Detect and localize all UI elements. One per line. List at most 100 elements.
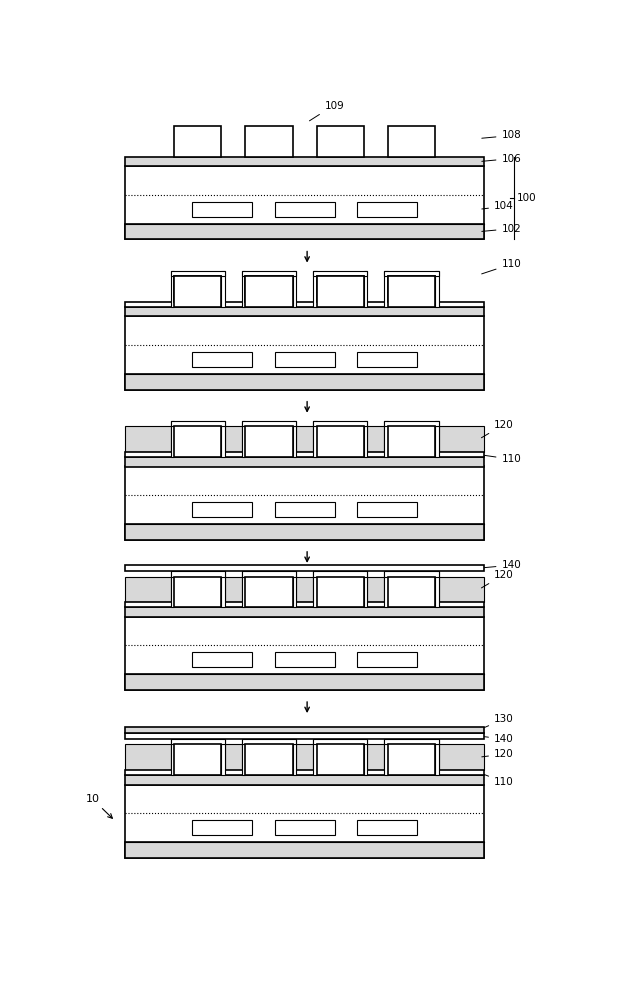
Bar: [125, 565, 484, 571]
Bar: [174, 744, 221, 775]
Bar: [296, 426, 313, 452]
Bar: [125, 524, 484, 540]
Bar: [439, 426, 484, 452]
Bar: [174, 426, 221, 457]
Bar: [125, 602, 484, 607]
Text: 110: 110: [482, 454, 521, 464]
Bar: [170, 739, 225, 744]
Bar: [174, 276, 221, 302]
Bar: [316, 276, 364, 302]
Bar: [293, 271, 296, 307]
Bar: [357, 202, 417, 217]
Bar: [125, 770, 484, 775]
Bar: [221, 421, 225, 457]
Bar: [242, 421, 246, 457]
Bar: [313, 739, 367, 744]
Bar: [125, 674, 484, 690]
Bar: [313, 571, 367, 577]
Bar: [174, 577, 221, 607]
Text: 130: 130: [482, 714, 514, 729]
Bar: [170, 421, 225, 426]
Bar: [242, 271, 246, 307]
Bar: [313, 421, 367, 426]
Text: 110: 110: [482, 259, 521, 274]
Bar: [293, 421, 296, 457]
Text: 140: 140: [482, 734, 514, 744]
Bar: [275, 502, 334, 517]
Bar: [313, 271, 367, 276]
Bar: [170, 739, 174, 775]
Bar: [364, 421, 367, 457]
Bar: [125, 316, 484, 389]
Bar: [275, 820, 334, 835]
Bar: [385, 571, 388, 607]
Bar: [125, 733, 484, 739]
Bar: [246, 744, 293, 775]
Text: 110: 110: [482, 774, 514, 787]
Bar: [388, 126, 435, 157]
Bar: [388, 426, 435, 457]
Bar: [435, 739, 439, 775]
Bar: [435, 421, 439, 457]
Bar: [296, 744, 313, 770]
Bar: [246, 276, 293, 307]
Bar: [242, 421, 296, 426]
Text: 102: 102: [482, 224, 521, 234]
Text: 120: 120: [482, 420, 514, 438]
Text: 10: 10: [86, 794, 113, 818]
Bar: [125, 775, 484, 785]
Text: 108: 108: [482, 130, 521, 140]
Bar: [221, 739, 225, 775]
Bar: [225, 744, 242, 770]
Bar: [313, 739, 316, 775]
Bar: [357, 652, 417, 667]
Bar: [242, 571, 296, 577]
Bar: [385, 739, 439, 744]
Bar: [242, 739, 246, 775]
Bar: [125, 426, 170, 452]
Bar: [439, 577, 484, 602]
Bar: [125, 302, 484, 307]
Text: 106: 106: [482, 154, 521, 164]
Bar: [174, 126, 221, 157]
Bar: [225, 577, 242, 602]
Bar: [385, 739, 388, 775]
Bar: [316, 577, 364, 607]
Bar: [357, 352, 417, 367]
Bar: [225, 426, 242, 452]
Bar: [192, 820, 252, 835]
Bar: [367, 577, 385, 602]
Bar: [221, 271, 225, 307]
Bar: [246, 126, 293, 157]
Bar: [125, 842, 484, 858]
Text: 140: 140: [482, 560, 521, 570]
Bar: [385, 271, 439, 276]
Bar: [125, 617, 484, 690]
Bar: [125, 607, 484, 617]
Bar: [275, 652, 334, 667]
Bar: [367, 426, 385, 452]
Text: 109: 109: [309, 101, 344, 121]
Text: 120: 120: [482, 570, 514, 588]
Bar: [242, 739, 296, 744]
Bar: [125, 374, 484, 389]
Text: 120: 120: [482, 749, 514, 759]
Bar: [170, 571, 174, 607]
Bar: [125, 452, 484, 457]
Bar: [385, 271, 388, 307]
Bar: [242, 571, 246, 607]
Bar: [125, 307, 484, 316]
Text: 100: 100: [517, 193, 536, 203]
Bar: [439, 744, 484, 770]
Bar: [125, 466, 484, 540]
Bar: [364, 739, 367, 775]
Bar: [293, 571, 296, 607]
Bar: [170, 271, 225, 276]
Bar: [170, 271, 174, 307]
Bar: [313, 421, 316, 457]
Bar: [275, 202, 334, 217]
Bar: [316, 744, 364, 775]
Bar: [367, 744, 385, 770]
Bar: [192, 502, 252, 517]
Bar: [221, 571, 225, 607]
